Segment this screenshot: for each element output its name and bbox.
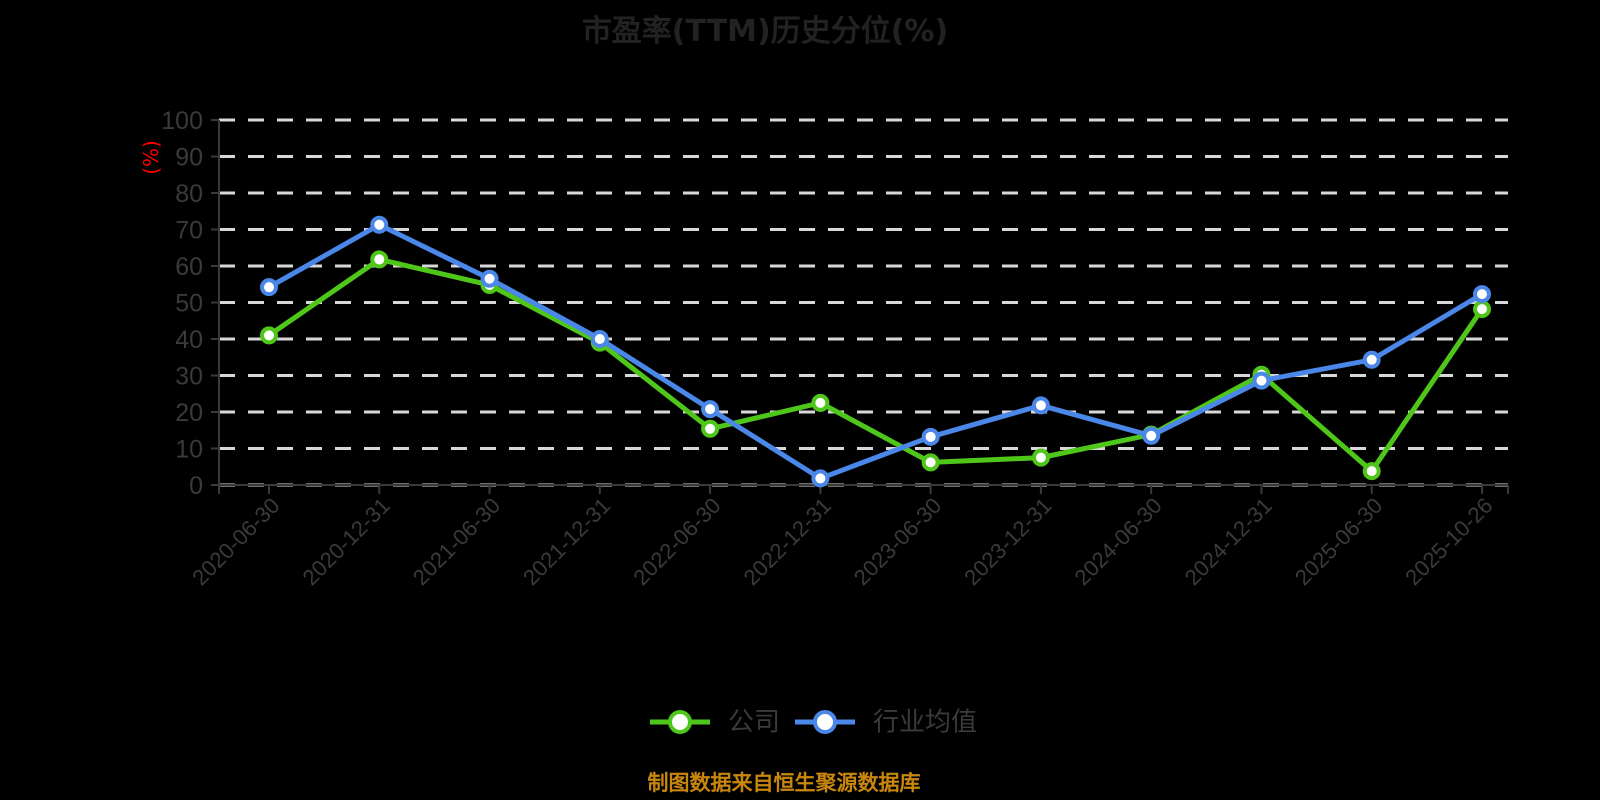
legend-label: 公司 [728, 708, 780, 738]
series-industry-average [260, 215, 1491, 488]
series-company [260, 250, 1491, 481]
y-tick-label: 100 [161, 107, 203, 135]
data-point[interactable] [1362, 350, 1381, 369]
data-point[interactable] [590, 330, 609, 348]
y-tick-label: 70 [175, 217, 203, 245]
data-point[interactable] [811, 393, 830, 412]
x-tick-label: 2021-12-31 [518, 493, 615, 590]
x-tick-label: 2024-06-30 [1069, 493, 1166, 590]
x-tick-label: 2025-10-26 [1400, 493, 1497, 590]
y-tick-label: 50 [175, 290, 203, 318]
data-point[interactable] [1473, 300, 1491, 319]
x-axis: 2020-06-30 2020-12-31 2021-06-30 2021-12-31… [187, 484, 1509, 590]
y-tick-label: 10 [175, 436, 203, 464]
data-point[interactable] [370, 215, 389, 234]
x-tick-label: 2022-06-30 [628, 493, 725, 590]
y-tick-label: 20 [175, 399, 203, 427]
chart-title: 市盈率(TTM)历史分位(%) [581, 14, 949, 49]
data-point[interactable] [1142, 426, 1161, 445]
data-point[interactable] [701, 400, 720, 419]
y-tick-label: 40 [175, 326, 203, 354]
data-point[interactable] [1031, 396, 1050, 415]
legend-item-industry-average[interactable]: 行业均值 [795, 708, 977, 738]
legend-label: 行业均值 [873, 708, 977, 738]
y-tick-label: 0 [189, 472, 203, 500]
legend-marker-icon [668, 710, 692, 734]
data-point[interactable] [260, 326, 278, 345]
x-tick-label: 2024-12-31 [1180, 493, 1277, 590]
data-point[interactable] [1362, 462, 1381, 481]
y-axis-unit-label: (%) [139, 140, 163, 175]
data-point[interactable] [1252, 371, 1271, 390]
series-line [266, 222, 1485, 481]
y-tick-label: 30 [175, 363, 203, 391]
y-axis: 0 10 20 30 40 50 60 70 80 90 100 (%) [139, 107, 220, 500]
data-point[interactable] [260, 278, 278, 297]
x-tick-label: 2023-12-31 [959, 493, 1056, 590]
gridlines-group [219, 118, 1508, 487]
footnote-text: 制图数据来自恒生聚源数据库 [648, 771, 921, 795]
x-tick-label: 2023-06-30 [849, 493, 946, 590]
data-point[interactable] [480, 269, 499, 288]
data-point[interactable] [370, 250, 389, 269]
data-point[interactable] [701, 419, 720, 438]
series-line [266, 256, 1485, 474]
legend-item-company[interactable]: 公司 [650, 708, 780, 738]
data-point[interactable] [1473, 285, 1491, 304]
data-point[interactable] [921, 453, 940, 472]
x-tick-label: 2021-06-30 [408, 493, 505, 590]
y-tick-label: 80 [175, 180, 203, 208]
data-point[interactable] [811, 469, 830, 488]
legend-marker-icon [813, 710, 837, 734]
x-tick-label: 2020-06-30 [187, 493, 284, 590]
data-point[interactable] [1031, 448, 1050, 467]
series-layer [260, 215, 1491, 488]
chart-legend: 公司 行业均值 [650, 708, 977, 738]
y-tick-label: 60 [175, 253, 203, 281]
y-tick-label: 90 [175, 144, 203, 172]
x-tick-label: 2022-12-31 [739, 493, 836, 590]
x-tick-label: 2020-12-31 [298, 493, 395, 590]
x-tick-label: 2025-06-30 [1290, 493, 1387, 590]
data-point[interactable] [921, 427, 940, 446]
